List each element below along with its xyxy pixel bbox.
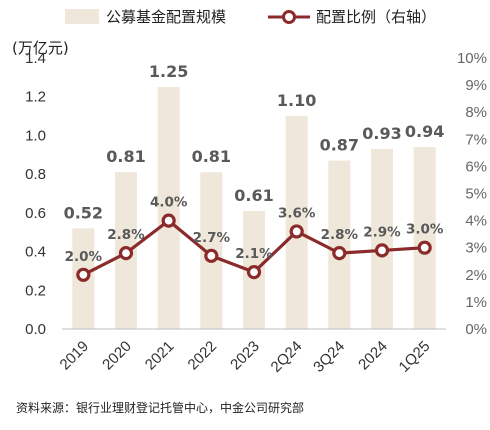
x-tick-label: 3Q24 bbox=[310, 338, 348, 376]
bar-value-label: 0.87 bbox=[320, 136, 359, 155]
y-right-tick-label: 10% bbox=[457, 50, 487, 67]
bar-value-labels: 0.52 0.81 1.25 0.81 0.61 1.10 0.870.93 0.94 bbox=[64, 62, 445, 222]
bar-2021 bbox=[157, 87, 180, 330]
ratio-value-label: 2.8% bbox=[321, 227, 359, 243]
bar-2024 bbox=[371, 148, 393, 329]
ratio-marker-2022 bbox=[204, 248, 219, 263]
ratio-value-label: 2.7% bbox=[193, 230, 231, 246]
bar-value-label: 0.52 bbox=[64, 203, 103, 222]
y-right-tick-label: 7% bbox=[465, 131, 487, 148]
ratio-marker-2020 bbox=[118, 246, 134, 261]
y-right-tick-label: 1% bbox=[465, 294, 487, 311]
ratio-marker-2019 bbox=[76, 267, 91, 282]
ratio-value-label: 3.6% bbox=[278, 205, 316, 221]
ratio-value-label: 2.0% bbox=[65, 249, 103, 265]
y-right-tick-label: 4% bbox=[465, 213, 487, 230]
bar-3Q24 bbox=[328, 160, 351, 329]
x-tick-label: 2023 bbox=[227, 338, 263, 374]
x-tick-label: 1Q25 bbox=[396, 338, 434, 376]
ratio-marker-2Q24 bbox=[289, 224, 304, 239]
y-left-tick-label: 0.0 bbox=[25, 321, 46, 338]
x-tick-label: 2019 bbox=[57, 338, 93, 374]
y-right-tick-label: 6% bbox=[465, 158, 487, 175]
source-note: 资料来源：银行业理财登记托管中心，中金公司研究部 bbox=[16, 401, 305, 415]
y-axis-right-ticks: 0% 1% 2% 3% 4% 5% 6% 7% 8% 9% 10% bbox=[457, 50, 487, 338]
y-right-tick-label: 2% bbox=[465, 267, 487, 284]
y-left-tick-label: 0.2 bbox=[25, 282, 46, 299]
x-tick-label: 2024 bbox=[355, 338, 391, 374]
ratio-marker-1Q25 bbox=[417, 240, 432, 255]
ratio-value-labels: 2.0%2.8%4.0%2.7%2.1%3.6%2.8% 2.9% 3.0% bbox=[65, 195, 444, 265]
legend-bar-swatch bbox=[65, 9, 99, 24]
y-axis-left-ticks: 0.0 0.2 0.4 0.6 0.8 1.0 1.2 1.4 bbox=[25, 50, 46, 338]
bar-value-label: 0.61 bbox=[234, 186, 273, 205]
legend-line-marker bbox=[282, 10, 296, 24]
legend-bar-label: 公募基金配置规模 bbox=[106, 8, 226, 26]
bar-2Q24 bbox=[285, 116, 308, 329]
x-tick-label: 2021 bbox=[142, 338, 178, 374]
x-axis-ticks: 2019 2020 2021 2022 2023 2Q24 3Q24 2024 1Q25 bbox=[57, 338, 434, 376]
y-right-tick-label: 0% bbox=[465, 321, 487, 338]
ratio-value-label: 2.1% bbox=[235, 246, 273, 262]
y-left-tick-label: 0.6 bbox=[25, 205, 46, 222]
y-left-tick-label: 1.0 bbox=[25, 127, 46, 144]
ratio-value-label: 2.9% bbox=[363, 224, 401, 240]
ratio-marker-2021 bbox=[161, 213, 176, 228]
ratio-marker-3Q24 bbox=[332, 246, 347, 261]
bar-value-label: 0.94 bbox=[405, 122, 444, 141]
x-tick-label: 2Q24 bbox=[268, 338, 306, 376]
y-right-tick-label: 9% bbox=[465, 77, 487, 94]
x-tick-label: 2020 bbox=[99, 338, 135, 374]
y-left-tick-label: 0.4 bbox=[25, 244, 46, 261]
y-left-tick-label: 0.8 bbox=[25, 166, 46, 183]
legend: 公募基金配置规模 配置比例（右轴） bbox=[65, 8, 436, 26]
legend-line-label: 配置比例（右轴） bbox=[316, 8, 436, 26]
ratio-value-label: 2.8% bbox=[107, 227, 145, 243]
bar-value-label: 0.81 bbox=[106, 147, 145, 166]
ratio-marker-2023 bbox=[246, 264, 262, 280]
ratio-value-label: 3.0% bbox=[406, 222, 444, 238]
bars bbox=[72, 87, 436, 330]
bar-value-label: 1.10 bbox=[277, 91, 316, 110]
y-left-tick-label: 1.4 bbox=[25, 50, 46, 67]
y-right-tick-label: 8% bbox=[465, 104, 487, 121]
y-left-tick-label: 1.2 bbox=[25, 89, 46, 106]
ratio-value-label: 4.0% bbox=[150, 195, 188, 211]
y-axis-unit-label: (万亿元) bbox=[12, 39, 69, 57]
ratio-marker-2024 bbox=[374, 243, 390, 258]
x-tick-label: 2022 bbox=[185, 338, 221, 374]
y-right-tick-label: 3% bbox=[465, 240, 487, 257]
bar-1Q25 bbox=[413, 147, 436, 329]
ratio-line-series bbox=[76, 213, 432, 282]
y-right-tick-label: 5% bbox=[465, 186, 487, 203]
bar-value-label: 0.81 bbox=[192, 147, 231, 166]
bar-value-label: 0.93 bbox=[362, 124, 401, 143]
bar-value-label: 1.25 bbox=[149, 62, 188, 81]
